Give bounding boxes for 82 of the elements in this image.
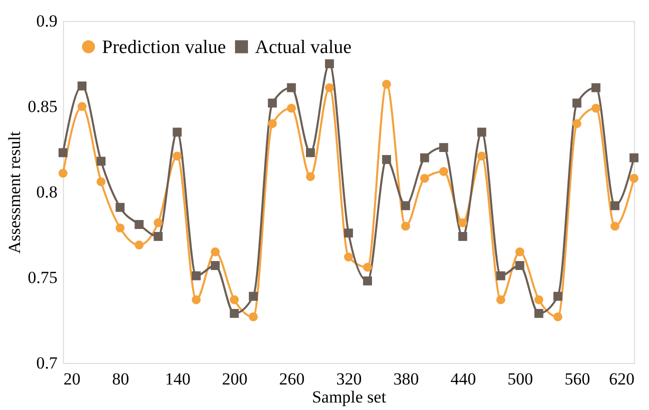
- point: [534, 308, 544, 318]
- point: [116, 202, 125, 212]
- x-tick-label: 200: [222, 370, 248, 388]
- x-tick-label: 20: [64, 370, 80, 388]
- point: [286, 83, 296, 92]
- point: [230, 295, 239, 304]
- point: [515, 247, 524, 256]
- point: [401, 222, 410, 231]
- point: [591, 83, 600, 92]
- point: [458, 218, 468, 228]
- point: [363, 276, 372, 286]
- point: [78, 102, 87, 111]
- point: [439, 167, 448, 176]
- point: [572, 98, 582, 108]
- point: [420, 153, 430, 162]
- x-tick-label: 440: [450, 370, 476, 388]
- point: [344, 252, 353, 262]
- point: [96, 177, 106, 186]
- point: [134, 220, 144, 229]
- x-tick-label: 80: [112, 370, 130, 388]
- point: [401, 201, 410, 210]
- point: [210, 247, 220, 256]
- point: [572, 119, 582, 128]
- point: [534, 295, 544, 304]
- point: [172, 152, 182, 161]
- point: [420, 174, 430, 183]
- point: [553, 312, 562, 322]
- y-tick-label: 0.7: [36, 354, 58, 372]
- point: [553, 292, 562, 301]
- point: [477, 128, 486, 137]
- point: [172, 128, 182, 137]
- point: [154, 232, 163, 241]
- y-axis-title: Assessment result: [4, 131, 24, 254]
- x-axis-title: Sample set: [312, 388, 386, 406]
- y-tick-label: 0.85: [28, 97, 58, 116]
- y-tick-label: 0.75: [28, 268, 58, 287]
- point: [439, 143, 448, 152]
- point: [324, 59, 334, 68]
- x-tick-label: 500: [508, 370, 534, 388]
- point: [477, 152, 486, 161]
- point: [192, 295, 201, 304]
- point: [96, 156, 106, 166]
- point: [58, 168, 68, 178]
- point: [268, 98, 277, 108]
- point: [192, 271, 201, 280]
- point: [344, 228, 353, 238]
- point: [306, 172, 315, 182]
- point: [58, 148, 68, 158]
- point: [286, 104, 296, 113]
- point: [210, 261, 220, 270]
- point: [116, 223, 125, 232]
- point: [306, 148, 315, 158]
- point: [458, 232, 468, 241]
- legend-label: Actual value: [255, 36, 352, 58]
- x-tick-label: 260: [279, 370, 305, 388]
- y-tick-label: 0.8: [36, 182, 58, 202]
- point: [630, 174, 638, 183]
- x-tick-label: 560: [564, 370, 590, 388]
- point: [610, 201, 620, 210]
- y-tick-label: 0.9: [36, 12, 58, 30]
- point: [134, 240, 144, 250]
- point: [268, 119, 277, 128]
- x-tick-label: 620: [609, 370, 634, 388]
- point: [382, 155, 392, 164]
- point: [382, 80, 392, 89]
- x-tick-label: 140: [164, 370, 190, 388]
- x-tick-label: 320: [336, 370, 362, 388]
- point: [248, 312, 258, 322]
- point: [363, 262, 372, 272]
- point: [591, 104, 600, 113]
- x-tick-label: 380: [393, 370, 419, 388]
- point: [630, 153, 638, 162]
- point: [78, 82, 87, 90]
- point: [496, 295, 506, 304]
- legend-label: Prediction value: [102, 36, 226, 58]
- point: [496, 271, 506, 280]
- point: [154, 218, 163, 228]
- point: [230, 308, 239, 318]
- point: [248, 292, 258, 301]
- point: [515, 261, 524, 270]
- point: [324, 83, 334, 92]
- point: [610, 222, 620, 231]
